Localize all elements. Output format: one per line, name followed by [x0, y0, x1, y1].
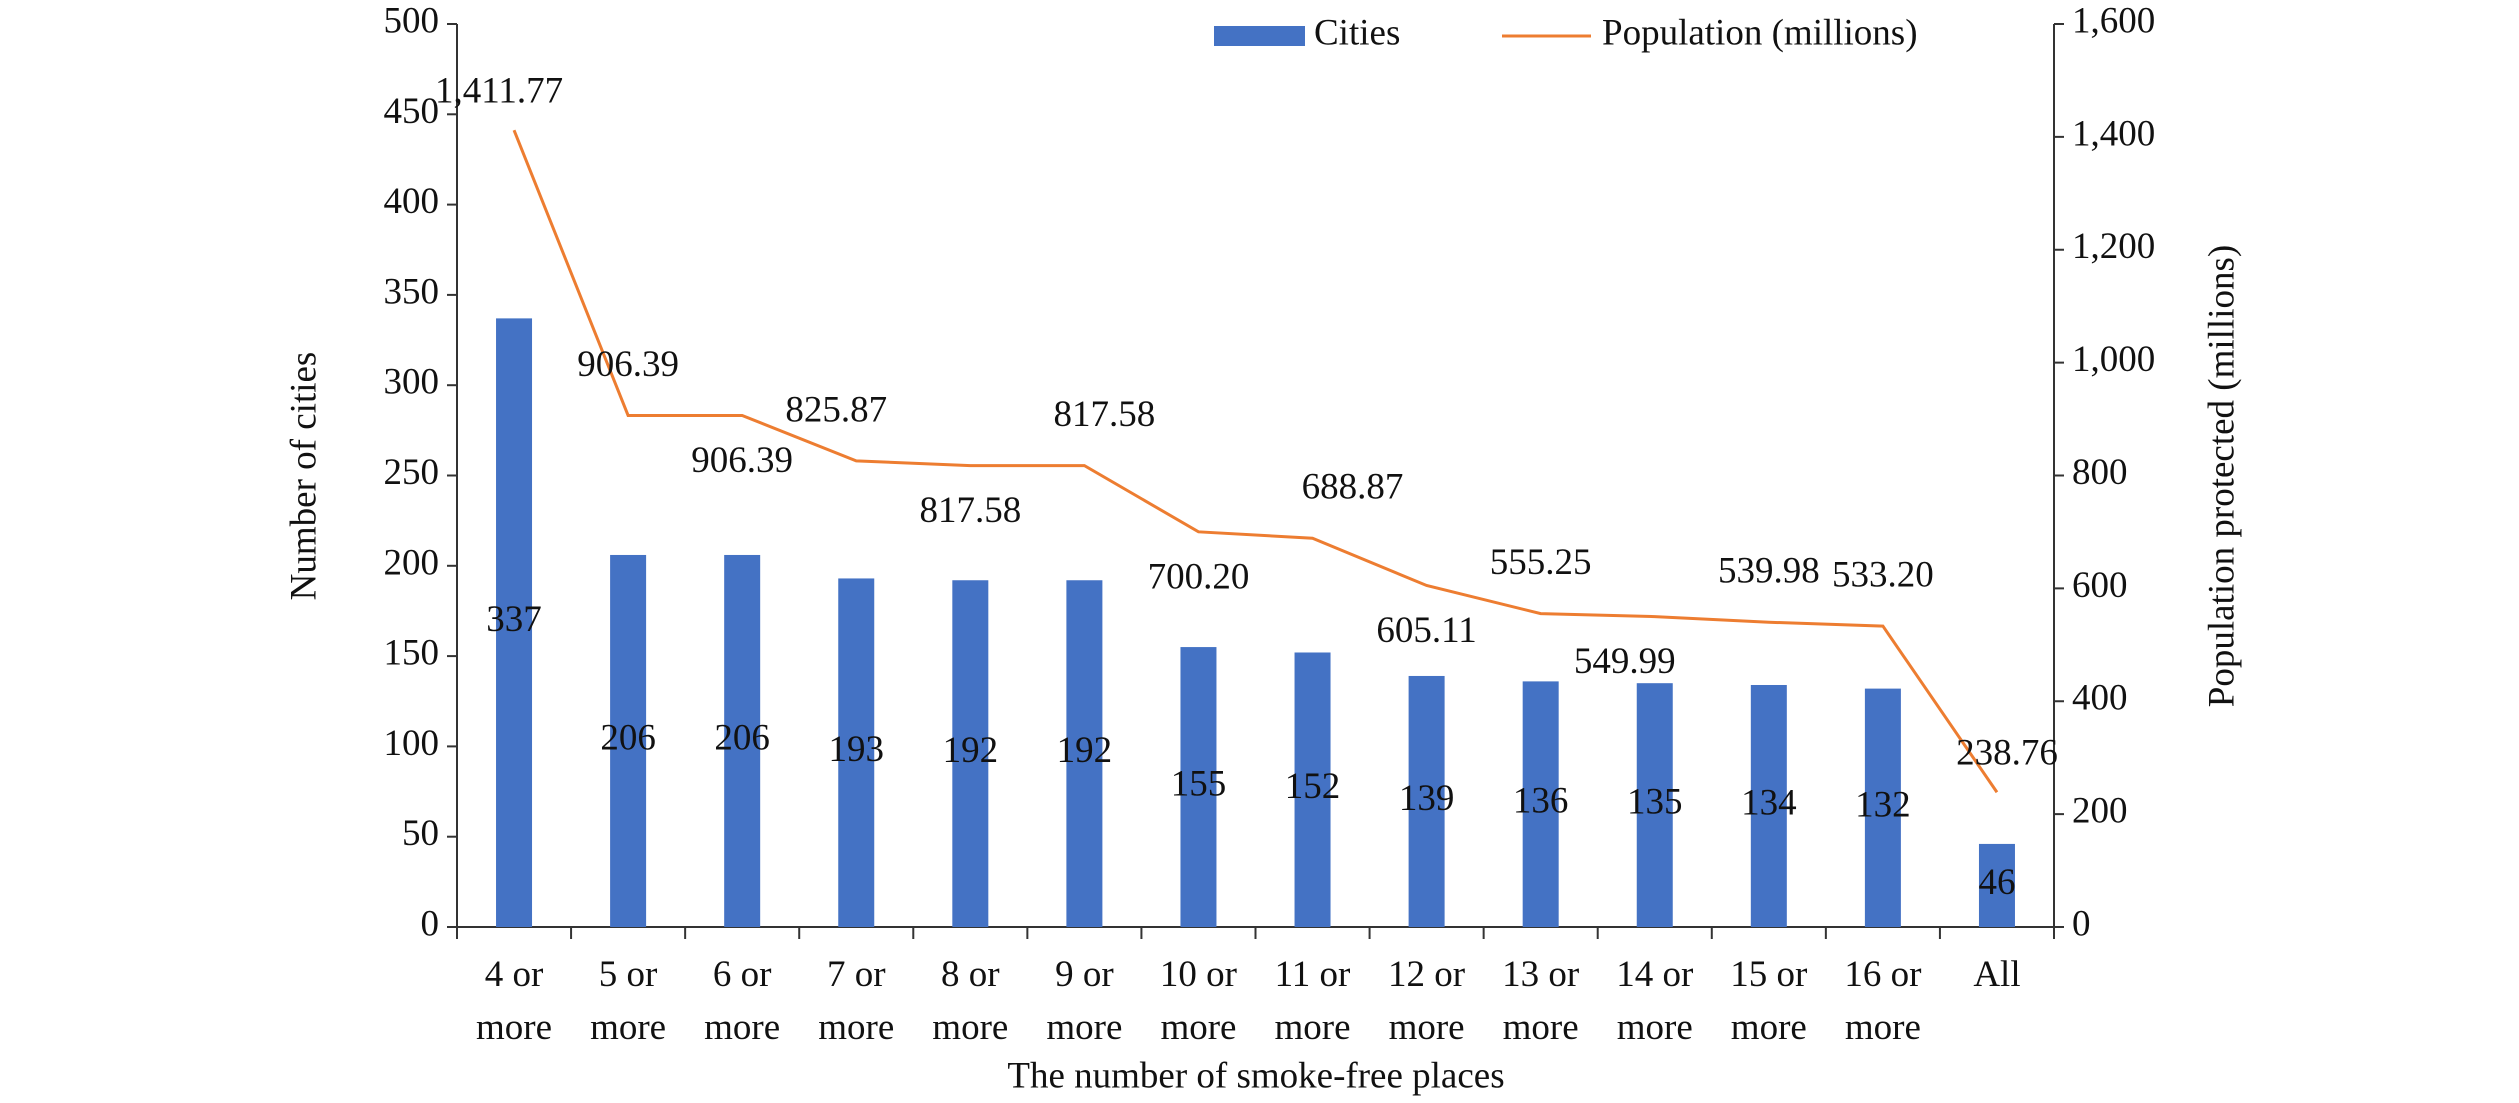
line-value-label: 817.58	[1054, 394, 1156, 435]
y-tick-label: 200	[384, 542, 440, 583]
line-value-label: 700.20	[1148, 556, 1250, 597]
line-value-label: 688.87	[1302, 467, 1404, 508]
bar-value-label: 155	[1171, 764, 1227, 805]
y2-tick-label: 600	[2072, 565, 2128, 606]
bar	[1066, 580, 1103, 927]
y-tick-label: 50	[402, 813, 439, 854]
bar-value-label: 206	[600, 717, 656, 758]
legend-label: Population (millions)	[1602, 12, 1918, 53]
bar-value-label: 193	[829, 729, 885, 770]
y-axis-title: Number of cities	[283, 352, 324, 601]
y2-tick-label: 0	[2072, 903, 2091, 944]
bar	[1408, 675, 1445, 927]
y2-tick-label: 200	[2072, 791, 2128, 832]
line	[512, 129, 1999, 794]
y2-tick-label: 1,200	[2072, 226, 2155, 267]
y-tick-label: 150	[384, 633, 440, 674]
line-value-label: 549.99	[1574, 641, 1676, 682]
y2-tick-label: 1,000	[2072, 339, 2155, 380]
y-tick-label: 0	[421, 903, 440, 944]
legend-label: Cities	[1314, 12, 1400, 53]
line-value-label: 1,411.77	[435, 71, 563, 112]
x-tick-label: 12 or more	[1388, 954, 1466, 1048]
bar-value-label: 136	[1513, 781, 1569, 822]
legend-swatch	[1214, 26, 1305, 46]
bar	[1750, 684, 1787, 927]
bar	[1294, 652, 1331, 927]
bar-value-label: 46	[1978, 862, 2015, 903]
x-tick-label: 13 or more	[1502, 954, 1580, 1048]
line-value-label: 539.98	[1718, 551, 1820, 592]
x-tick-label: 16 or more	[1844, 954, 1922, 1048]
x-tick-label: 4 or more	[476, 954, 553, 1048]
bar	[1636, 683, 1673, 927]
bar-value-label: 152	[1285, 766, 1341, 807]
bar-value-label: 139	[1399, 778, 1455, 819]
bar-value-label: 192	[943, 730, 999, 771]
x-axis-title: The number of smoke-free places	[1007, 1055, 1504, 1096]
x-tick-label: 8 or more	[932, 954, 1009, 1048]
bar	[952, 580, 989, 927]
y2-tick-label: 800	[2072, 452, 2128, 493]
y2-axis-title: Population protected (millions)	[2201, 245, 2242, 707]
x-tick-label: 14 or more	[1616, 954, 1694, 1048]
bar	[1522, 681, 1559, 927]
bar	[1978, 843, 2015, 927]
bar-value-label: 192	[1057, 730, 1113, 771]
y2-tick-label: 1,600	[2072, 0, 2155, 41]
bar-value-label: 135	[1627, 782, 1683, 823]
y2-tick-label: 1,400	[2072, 113, 2155, 154]
x-tick-label: 7 or more	[818, 954, 895, 1048]
bar	[610, 554, 647, 927]
y-tick-label: 450	[384, 91, 440, 132]
line-value-label: 238.76	[1956, 733, 2058, 774]
x-tick-label: 5 or more	[590, 954, 667, 1048]
line-value-label: 817.58	[919, 490, 1021, 531]
x-tick-label: 11 or more	[1274, 954, 1351, 1048]
x-tick-label: 6 or more	[704, 954, 781, 1048]
line-value-label: 605.11	[1376, 610, 1476, 651]
bar-value-label: 134	[1741, 782, 1797, 823]
bar	[1864, 688, 1901, 927]
bar	[838, 578, 875, 927]
x-tick-label: All	[1973, 954, 2021, 995]
x-tick-label: 15 or more	[1730, 954, 1808, 1048]
bar	[1180, 647, 1217, 927]
bar	[724, 554, 761, 927]
bar-value-label: 206	[714, 717, 770, 758]
line-value-label: 906.39	[691, 440, 793, 481]
line-value-label: 533.20	[1832, 555, 1934, 596]
y-tick-label: 500	[384, 0, 440, 41]
y-tick-label: 350	[384, 271, 440, 312]
bar-value-label: 132	[1855, 784, 1911, 825]
y-tick-label: 100	[384, 723, 440, 764]
line-value-label: 825.87	[785, 389, 887, 430]
y-tick-label: 300	[384, 362, 440, 403]
line-value-label: 555.25	[1490, 542, 1592, 583]
y-tick-label: 400	[384, 181, 440, 222]
line-value-label: 906.39	[577, 344, 679, 385]
x-tick-label: 10 or more	[1159, 954, 1237, 1048]
x-tick-label: 9 or more	[1046, 954, 1123, 1048]
y-tick-label: 250	[384, 452, 440, 493]
bar-value-label: 337	[486, 599, 542, 640]
y2-tick-label: 400	[2072, 678, 2128, 719]
bar	[496, 318, 533, 927]
